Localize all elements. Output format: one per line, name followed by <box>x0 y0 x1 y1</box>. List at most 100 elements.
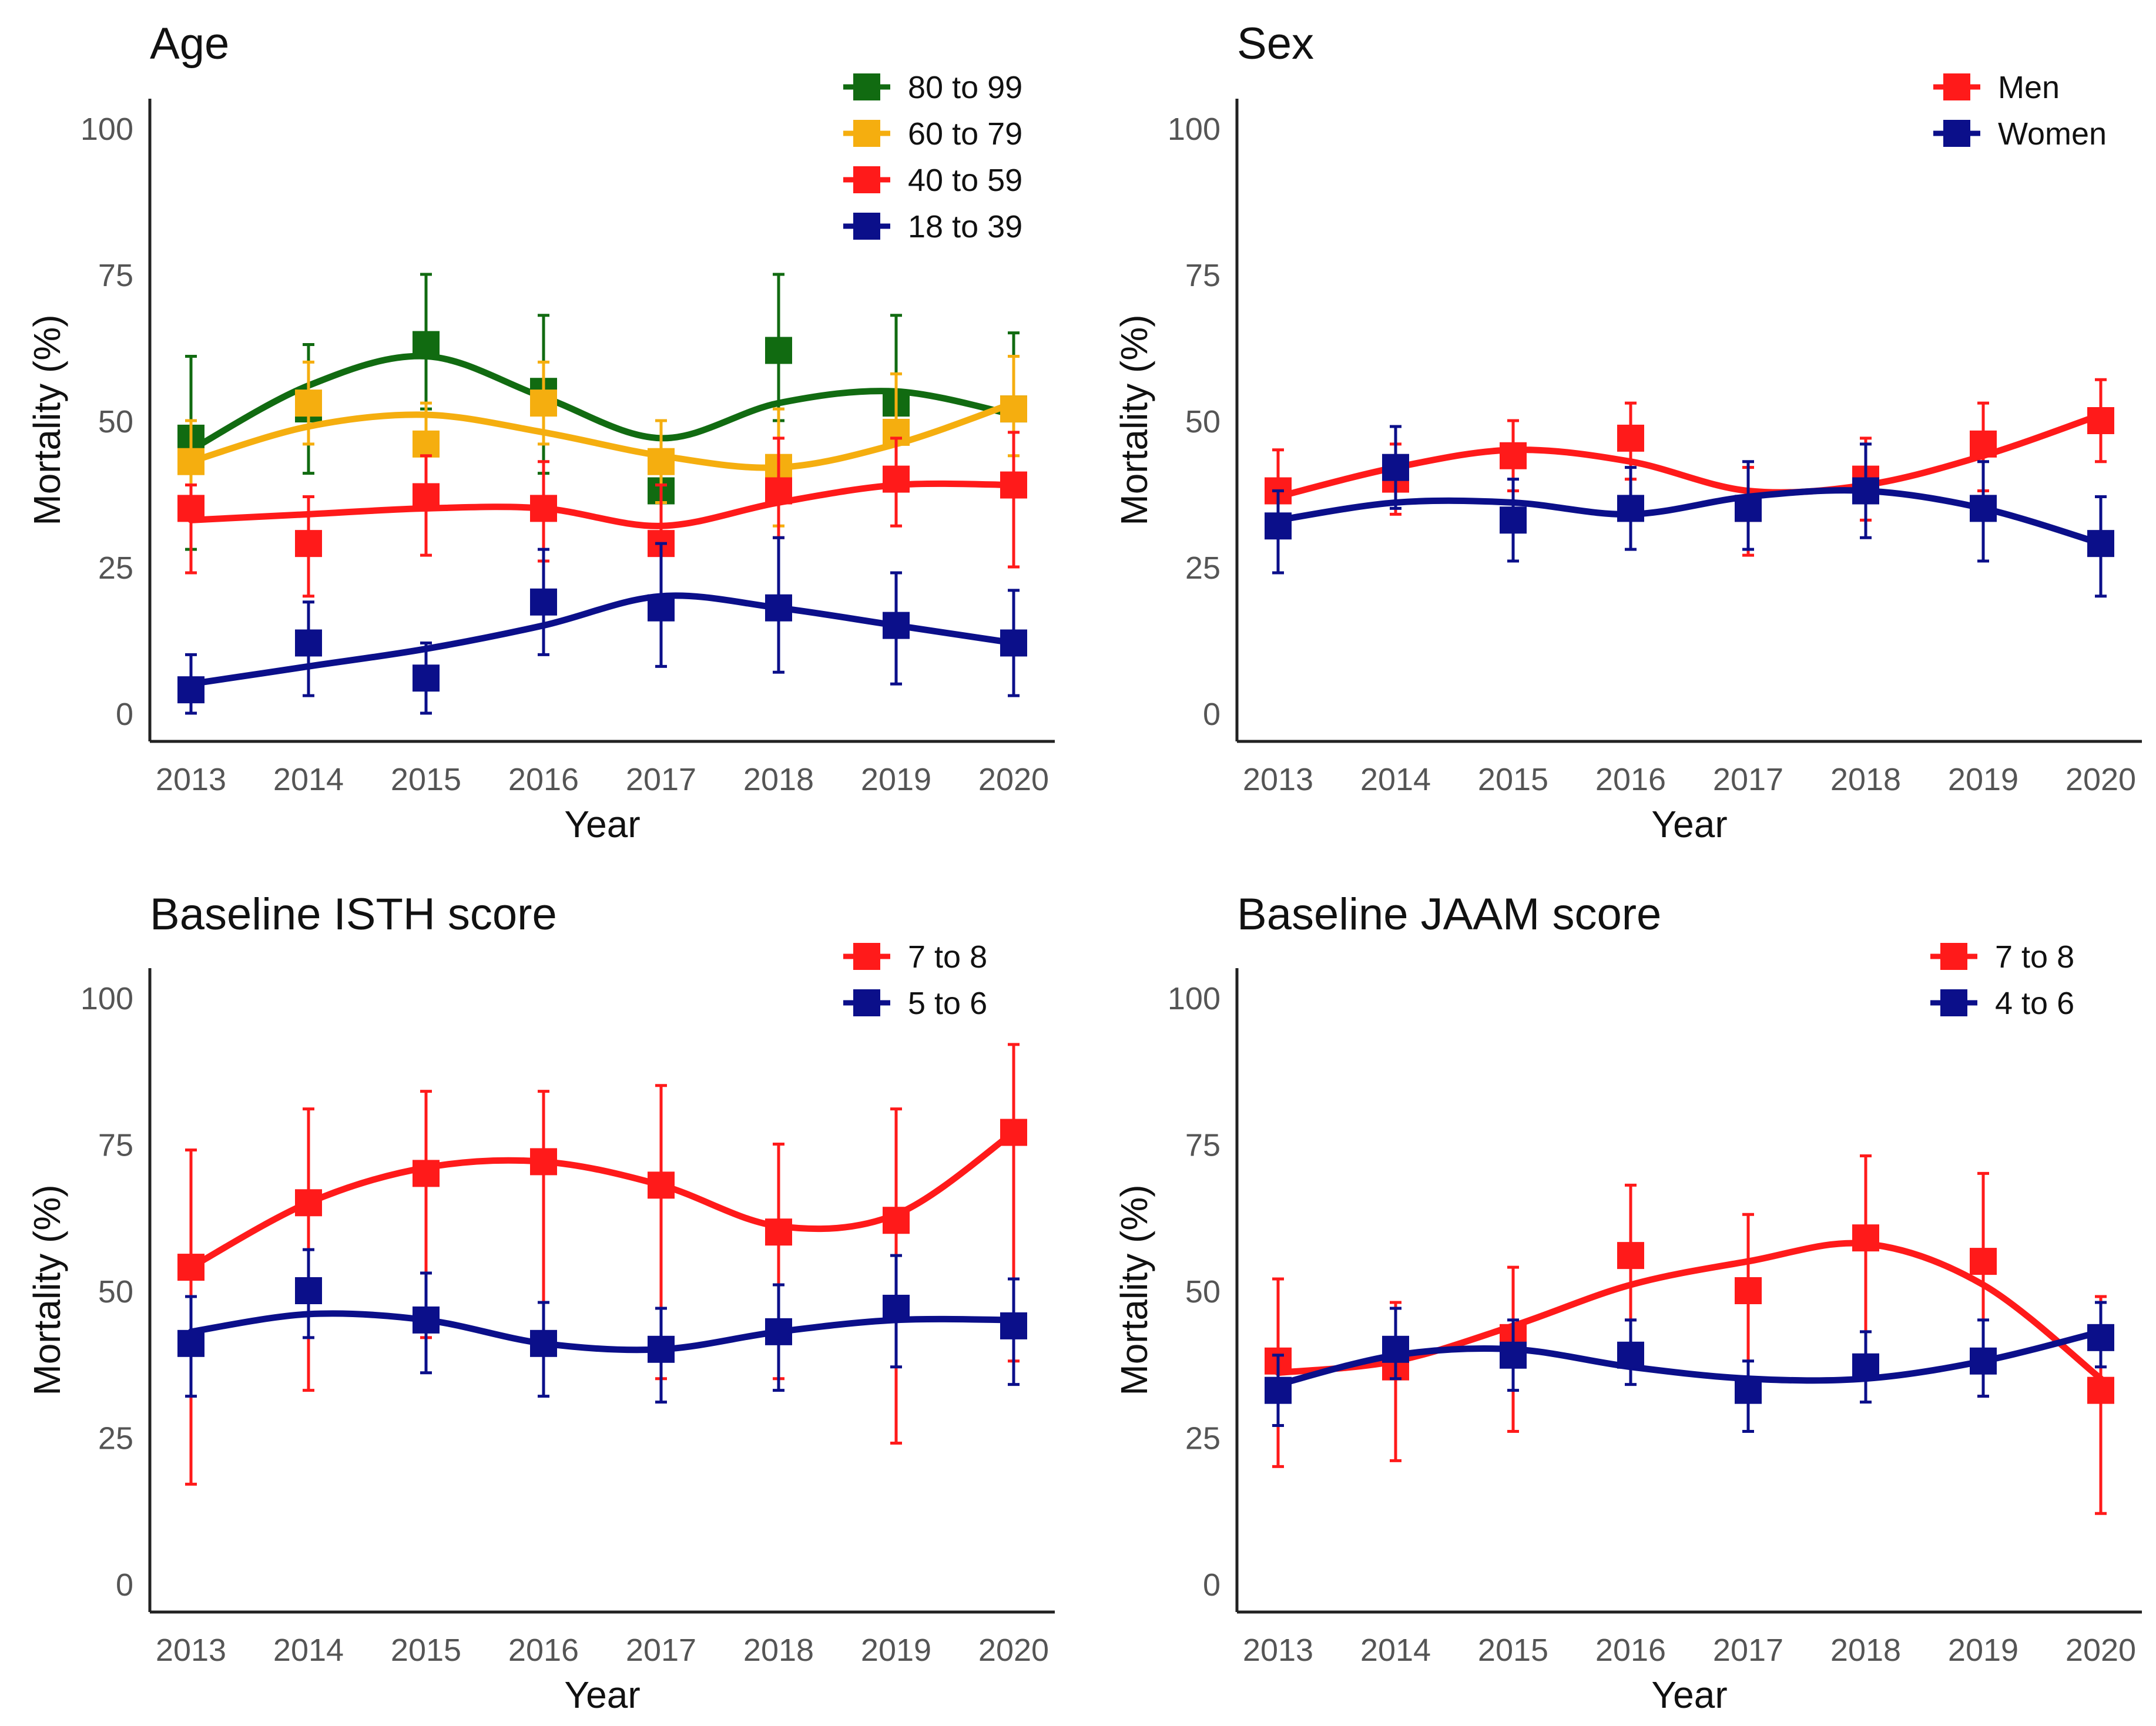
x-tick-label: 2015 <box>391 762 461 797</box>
trend-line <box>187 592 1017 687</box>
data-point <box>413 483 440 511</box>
x-tick-label: 2017 <box>626 1633 696 1668</box>
series-Women <box>1265 425 2114 598</box>
x-tick-label: 2014 <box>1360 1633 1431 1668</box>
series-18-to-39 <box>177 536 1027 715</box>
x-tick-label: 2020 <box>978 762 1049 797</box>
data-point <box>1970 1248 1997 1275</box>
y-tick-label: 0 <box>1203 697 1220 732</box>
legend-item: Men <box>1933 70 2060 105</box>
y-tick-label: 75 <box>98 1128 133 1163</box>
data-point <box>1970 495 1997 522</box>
legend-item: 60 to 79 <box>843 116 1022 152</box>
data-point <box>530 495 557 522</box>
x-tick-label: 2018 <box>1830 1633 1901 1668</box>
x-tick-label: 2014 <box>1360 762 1431 797</box>
x-axis-title: Year <box>1651 803 1727 845</box>
chart-title: Sex <box>1237 19 1314 69</box>
data-point <box>413 1160 440 1187</box>
x-tick-label: 2020 <box>978 1633 1049 1668</box>
data-point <box>1382 1335 1409 1363</box>
legend-marker <box>853 166 880 193</box>
data-point <box>1000 395 1027 423</box>
data-point <box>413 430 440 458</box>
legend-label: Women <box>1998 116 2107 152</box>
data-point <box>1735 1277 1762 1304</box>
chart-panel-1: Sex 0 25 50 75 100 2013 2014 2015 2016 2017 2018 201… <box>1113 19 2142 845</box>
legend-label: 5 to 6 <box>908 986 987 1021</box>
data-point <box>530 588 557 616</box>
legend-item: 80 to 99 <box>843 70 1022 105</box>
chart-title: Age <box>150 19 229 69</box>
legend-marker <box>853 120 880 147</box>
data-point <box>177 676 204 704</box>
data-point <box>1735 1376 1762 1404</box>
x-tick-label: 2019 <box>861 762 931 797</box>
legend-label: 80 to 99 <box>908 70 1022 105</box>
trend-line <box>187 1310 1017 1354</box>
y-tick-label: 100 <box>1168 112 1220 147</box>
chart-title: Baseline ISTH score <box>150 889 557 939</box>
x-tick-label: 2017 <box>1713 1633 1783 1668</box>
data-point <box>295 629 322 657</box>
x-tick-label: 2013 <box>156 1633 226 1668</box>
x-tick-label: 2018 <box>743 1633 814 1668</box>
data-point <box>1617 1242 1644 1270</box>
y-tick-label: 75 <box>1185 1128 1220 1163</box>
chart-title: Baseline JAAM score <box>1237 889 1661 939</box>
x-tick-label: 2013 <box>1243 762 1313 797</box>
y-tick-label: 75 <box>1185 258 1220 293</box>
chart-panel-3: Baseline JAAM score 0 25 50 75 100 2013 2014 201… <box>1113 889 2142 1716</box>
legend-marker <box>853 213 880 240</box>
legend-label: 60 to 79 <box>908 116 1022 152</box>
data-point <box>883 1207 910 1234</box>
data-point <box>1500 442 1527 469</box>
legend-marker <box>853 943 880 970</box>
data-point <box>1852 1353 1879 1381</box>
y-axis-title: Mortality (%) <box>26 314 68 525</box>
y-tick-label: 100 <box>81 112 133 147</box>
y-axis-title: Mortality (%) <box>26 1184 68 1395</box>
x-tick-label: 2016 <box>1595 762 1666 797</box>
data-point <box>1000 629 1027 657</box>
data-point <box>295 530 322 558</box>
data-point <box>883 1294 910 1322</box>
data-point <box>883 465 910 493</box>
series-7-to-8 <box>1265 1154 2114 1515</box>
y-tick-label: 0 <box>1203 1567 1220 1603</box>
x-tick-label: 2013 <box>156 762 226 797</box>
legend-label: 7 to 8 <box>1995 939 2074 975</box>
data-point <box>1970 430 1997 458</box>
data-point <box>765 337 792 364</box>
data-point <box>530 389 557 417</box>
y-tick-label: 50 <box>1185 1274 1220 1309</box>
x-tick-label: 2014 <box>273 762 344 797</box>
y-tick-label: 50 <box>98 404 133 439</box>
x-tick-label: 2019 <box>1948 1633 2018 1668</box>
data-point <box>2087 1376 2114 1404</box>
data-point <box>648 1335 675 1363</box>
data-point <box>2087 1324 2114 1351</box>
data-point <box>1500 1341 1527 1369</box>
x-tick-label: 2016 <box>508 1633 579 1668</box>
data-point <box>1735 495 1762 522</box>
x-tick-label: 2016 <box>1595 1633 1666 1668</box>
x-tick-label: 2015 <box>1478 1633 1548 1668</box>
legend-label: Men <box>1998 70 2060 105</box>
series-60-to-79 <box>177 354 1027 528</box>
data-point <box>1500 506 1527 534</box>
legend-label: 40 to 59 <box>908 163 1022 198</box>
x-tick-label: 2017 <box>1713 762 1783 797</box>
x-tick-label: 2019 <box>861 1633 931 1668</box>
data-point <box>1000 1312 1027 1339</box>
x-tick-label: 2013 <box>1243 1633 1313 1668</box>
y-tick-label: 25 <box>1185 1421 1220 1456</box>
legend-item: 40 to 59 <box>843 163 1022 198</box>
legend-item: 7 to 8 <box>1930 939 2074 975</box>
legend-marker <box>853 989 880 1016</box>
legend-marker <box>1940 943 1967 970</box>
legend-item: 7 to 8 <box>843 939 987 975</box>
data-point <box>1265 1376 1292 1404</box>
data-point <box>530 1329 557 1357</box>
